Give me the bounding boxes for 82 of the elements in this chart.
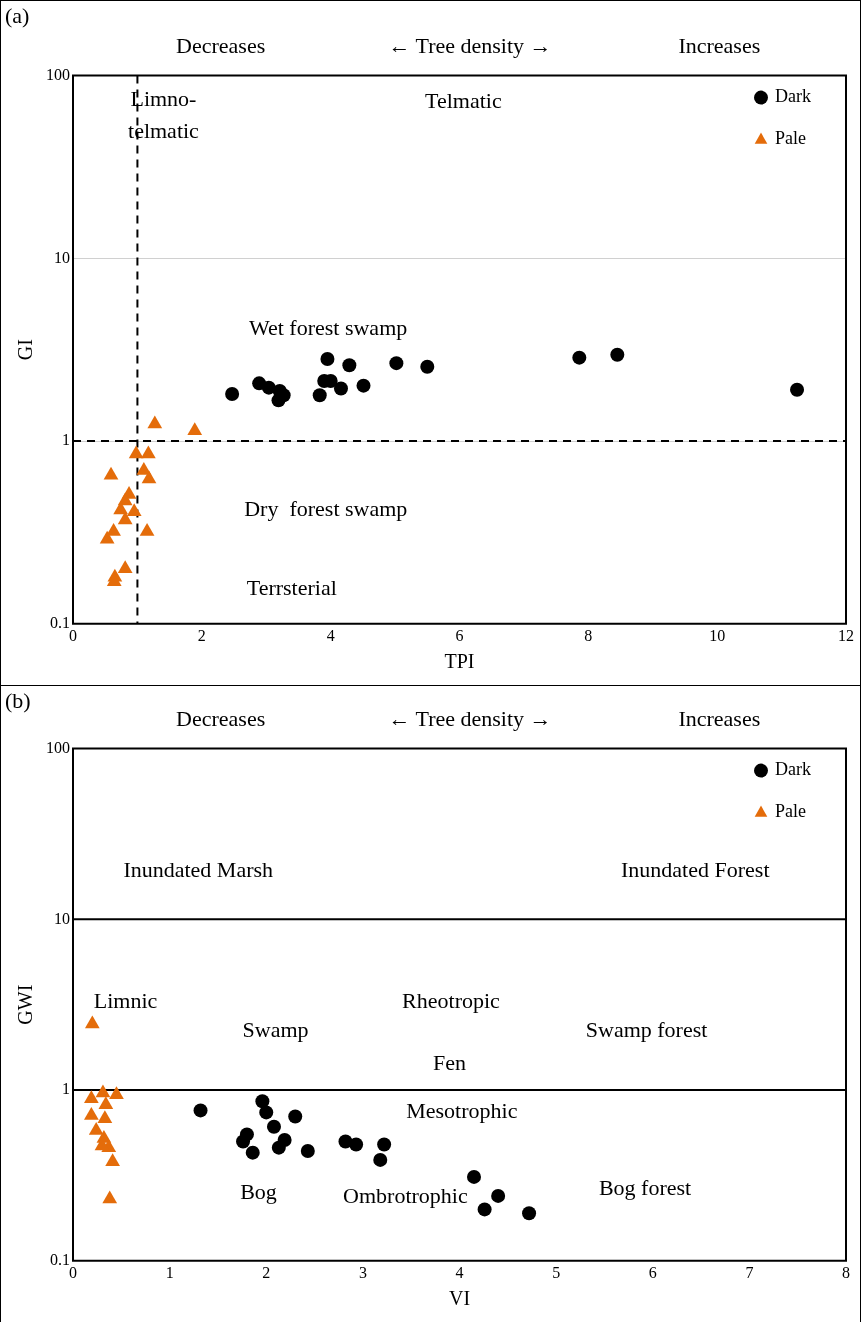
point [466,1169,481,1184]
point [245,1145,260,1160]
legend-label: Pale [775,801,806,822]
x-tick-label: 4 [326,626,335,644]
text: ← Tree density → [387,33,553,59]
x-tick-label: 1 [165,1263,174,1281]
annotation: Mesotrophic [406,1097,518,1123]
x-tick-label: 10 [709,626,726,644]
point [105,1153,120,1167]
x-tick-label: 6 [648,1263,657,1281]
point [373,1152,388,1167]
annotation: Swamp forest [585,1016,708,1042]
text: ← Tree density → [387,706,553,732]
y-tick-label: 100 [46,65,70,83]
x-tick-label: 2 [197,626,206,644]
x-tick-label: 4 [455,1263,464,1281]
point [491,1188,506,1203]
x-tick-label: 8 [842,1263,850,1281]
x-tick-label: 0 [69,626,77,644]
y-tick-label: 1 [62,1080,70,1098]
annotation: Swamp [242,1016,309,1042]
point [271,1140,286,1155]
point [84,1106,99,1120]
x-tick-label: 0 [69,1263,77,1281]
x-axis-title: TPI [444,650,475,673]
annotation: Limnic [93,988,158,1014]
chart-title: (a) [5,3,30,29]
point [84,1090,99,1103]
text: Decreases [175,706,267,732]
point [377,1137,392,1152]
point [259,1105,274,1120]
point [477,1202,492,1217]
x-tick-label: 2 [262,1263,271,1281]
annotation: Bog [240,1179,277,1205]
point [300,1143,315,1158]
point [236,1134,251,1149]
annotation: Limno- telmatic [128,86,200,144]
point [102,1190,118,1204]
point [109,1086,124,1099]
point [95,1084,111,1098]
point [255,1094,270,1109]
y-axis-title: GI [14,339,37,361]
annotation: Inundated Forest [621,857,770,883]
point [97,1110,113,1123]
annotation: Ombrotrophic [343,1182,468,1208]
x-tick-label: 3 [358,1263,367,1281]
x-tick-label: 8 [584,626,593,644]
legend-label: Dark [775,86,811,107]
annotation: Wet forest swamp [248,315,408,341]
legend-label: Pale [775,128,806,149]
y-tick-label: 0.1 [50,1251,70,1268]
chart-title: (b) [5,688,31,714]
point [288,1109,303,1124]
x-axis-title: VI [448,1287,471,1310]
text: Increases [677,33,762,59]
y-tick-label: 10 [54,909,70,927]
annotation: Telmatic [425,87,502,113]
point [522,1206,537,1221]
annotation: Terrsterial [246,575,337,601]
point [88,1121,104,1135]
y-tick-label: 1 [62,431,70,449]
text: Decreases [175,33,267,59]
annotation: Dry forest swamp [244,496,408,522]
text: Increases [677,706,762,732]
point [193,1103,208,1118]
point [84,1015,100,1029]
y-tick-label: 100 [46,738,70,756]
annotation: Fen [432,1050,466,1076]
point [266,1119,281,1134]
x-tick-label: 7 [745,1263,754,1281]
point [98,1096,114,1110]
legend-label: Dark [775,759,811,780]
annotation: Rheotropic [402,988,501,1014]
x-tick-label: 5 [552,1263,561,1281]
x-tick-label: 6 [455,626,464,644]
x-tick-label: 12 [838,626,854,644]
y-tick-label: 0.1 [50,614,70,631]
y-axis-title: GWI [14,984,37,1025]
annotation: Inundated Marsh [123,857,274,883]
y-tick-label: 10 [54,248,70,266]
annotation: Bog forest [598,1175,692,1201]
point [349,1137,364,1152]
